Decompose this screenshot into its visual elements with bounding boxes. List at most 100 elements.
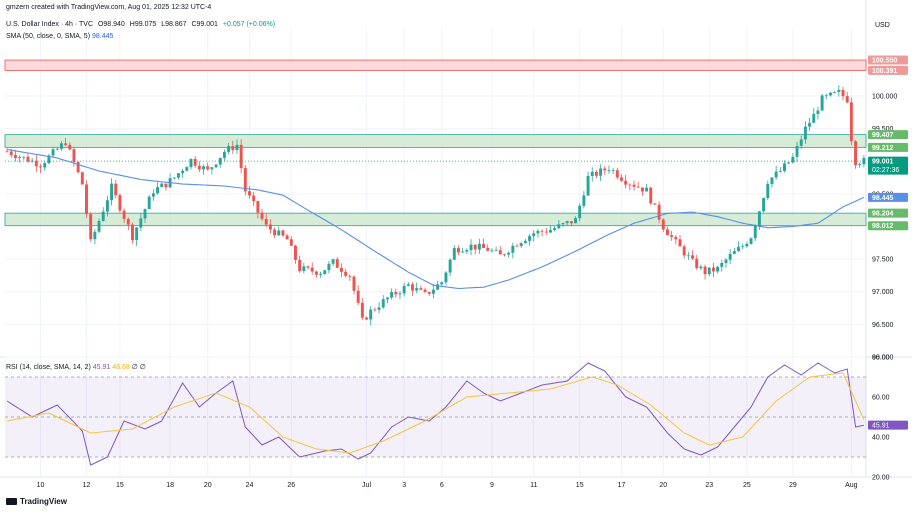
candle-body xyxy=(599,168,603,176)
candle xyxy=(640,187,644,196)
candle xyxy=(795,141,799,162)
candle xyxy=(753,224,757,242)
candle xyxy=(197,161,201,172)
candle-body xyxy=(423,289,427,292)
candle xyxy=(824,93,828,100)
high-value: H99.075 xyxy=(129,21,157,28)
time-tick-label: 29 xyxy=(789,482,797,489)
candle-body xyxy=(511,245,515,253)
candle-body xyxy=(18,157,22,158)
candle xyxy=(707,267,711,276)
candle xyxy=(515,243,519,247)
candle-body xyxy=(561,223,565,225)
open-value: O98.940 xyxy=(97,21,125,28)
candle xyxy=(837,85,841,97)
candle-body xyxy=(285,235,289,240)
candle-body xyxy=(519,243,523,247)
sma-legend[interactable]: SMA (50, close, 0, SMA, 5) 98.445 xyxy=(6,33,113,40)
rsi-line xyxy=(6,362,865,466)
tradingview-logo[interactable]: TradingView xyxy=(6,497,67,506)
candle xyxy=(360,298,364,321)
zone-lower-support xyxy=(4,212,867,227)
candle-body xyxy=(636,186,640,188)
zone-bottom-label-lower-support: 98.012 xyxy=(872,223,894,230)
candle xyxy=(331,258,335,267)
candle-body xyxy=(603,168,607,171)
candle xyxy=(519,242,523,248)
candle-body xyxy=(105,200,109,212)
candle-body xyxy=(385,297,389,300)
candle-body xyxy=(757,211,761,226)
candle xyxy=(264,214,268,228)
candle-body xyxy=(816,110,820,114)
candle-body xyxy=(452,248,456,260)
candle-body xyxy=(590,171,594,176)
candle xyxy=(691,250,695,261)
candle xyxy=(222,149,226,162)
zone-top-label-upper-support-bg xyxy=(868,130,908,140)
candle-body xyxy=(93,231,97,240)
candle-body xyxy=(68,144,72,150)
candle xyxy=(578,203,582,222)
candle xyxy=(110,178,114,206)
candle xyxy=(762,197,766,213)
candle-body xyxy=(461,251,465,253)
candle-body xyxy=(845,96,849,103)
candle-body xyxy=(640,187,644,192)
candle xyxy=(812,108,816,123)
candle xyxy=(206,162,210,171)
rsi-legend-placeholders: ∅ ∅ xyxy=(131,364,146,371)
candle-body xyxy=(569,221,573,224)
candle-body xyxy=(657,204,661,220)
rsi-legend[interactable]: RSI (14, close, SMA, 14, 2) 45.91 48.68 … xyxy=(6,363,146,371)
last-price-label-countdown: 02:27:36 xyxy=(872,167,899,174)
candle xyxy=(210,166,214,175)
candle xyxy=(160,182,164,188)
candle-body xyxy=(791,156,795,163)
candle-body xyxy=(666,229,669,236)
candle xyxy=(277,226,281,237)
candle-body xyxy=(377,307,381,310)
candle-body xyxy=(737,247,740,252)
zone-bottom-label-upper-support: 99.212 xyxy=(872,145,894,152)
candle xyxy=(778,167,782,173)
candle xyxy=(47,153,51,165)
candle xyxy=(377,302,381,314)
candle-body xyxy=(335,259,339,268)
candle xyxy=(636,181,640,189)
candle xyxy=(18,155,22,163)
candle xyxy=(176,172,180,180)
candle xyxy=(365,316,368,321)
candle xyxy=(248,185,251,199)
candle xyxy=(540,229,544,237)
candle-body xyxy=(490,250,494,252)
candle-body xyxy=(849,102,853,142)
price-tick-label: 97.500 xyxy=(872,257,894,264)
candle-body xyxy=(611,170,615,172)
candle xyxy=(51,146,55,157)
time-tick-label: 9 xyxy=(490,482,494,489)
candle-body xyxy=(477,243,481,250)
candle-body xyxy=(799,139,803,146)
candle-body xyxy=(51,149,55,156)
candle xyxy=(294,244,297,264)
candle-body xyxy=(227,146,231,152)
candle xyxy=(783,160,786,173)
candle xyxy=(569,221,573,226)
zone-bottom-label-upper-support-bg xyxy=(868,142,908,152)
candle-body xyxy=(724,259,728,263)
zone-bottom-label-lower-support-bg xyxy=(868,221,908,231)
candle xyxy=(845,91,849,104)
time-axis: 10 12 15 18 20 24 26 Jul 3 6 9 11 15 17 20 23 25 29 Aug xyxy=(37,482,858,489)
rsi-tick-label: 60.00 xyxy=(872,395,890,402)
candle xyxy=(164,183,168,191)
time-tick-label: 11 xyxy=(530,482,537,489)
candle-body xyxy=(43,163,47,168)
price-tick-label: 99.500 xyxy=(872,126,894,133)
zone-upper-support xyxy=(4,134,867,148)
price-tick-label: 100.000 xyxy=(872,93,897,100)
candle xyxy=(741,243,745,250)
